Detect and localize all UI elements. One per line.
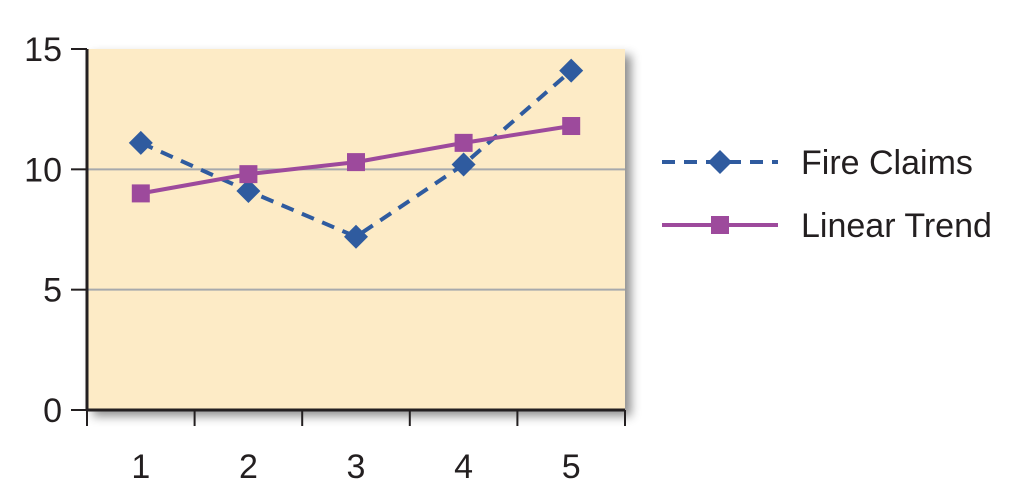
data-point-linear-trend-5: [562, 117, 581, 136]
y-tick-label-15: 15: [24, 31, 62, 69]
x-tick-label-5: 5: [562, 448, 581, 485]
x-tick-label-1: 1: [131, 448, 150, 485]
tick-labels: 0 5 10 15 1 2 3 4 5: [24, 31, 580, 485]
legend-marker-1: [711, 216, 729, 234]
y-tick-label-0: 0: [43, 392, 62, 430]
data-point-fire-claims-2: [236, 178, 261, 203]
legend-swatch-fire-claims: [662, 150, 778, 174]
series-linear-trend: [131, 117, 581, 203]
legend-marker-0: [708, 150, 732, 174]
data-point-linear-trend-4: [454, 133, 473, 152]
x-tick-label-2: 2: [239, 448, 258, 485]
axes: [71, 48, 626, 426]
legend-label-fire-claims: Fire Claims: [801, 144, 973, 182]
data-point-linear-trend-3: [347, 153, 365, 172]
data-point-linear-trend-1: [131, 184, 150, 203]
y-tick-label-10: 10: [24, 151, 62, 189]
data-point-fire-claims-4: [451, 152, 476, 177]
data-point-fire-claims-3: [344, 224, 368, 249]
legend: Fire Claims Linear Trend: [662, 144, 992, 245]
series-fire-claims: [128, 58, 584, 249]
y-tick-label-5: 5: [43, 272, 62, 310]
legend-label-linear-trend: Linear Trend: [801, 207, 992, 245]
series: [128, 58, 584, 249]
data-point-linear-trend-2: [239, 165, 258, 184]
x-tick-label-3: 3: [347, 448, 366, 485]
data-point-fire-claims-1: [128, 130, 153, 155]
series-line-fire-claims: [139, 69, 573, 239]
legend-swatch-linear-trend: [662, 216, 778, 234]
data-point-fire-claims-5: [559, 58, 584, 83]
x-tick-label-4: 4: [454, 448, 473, 485]
